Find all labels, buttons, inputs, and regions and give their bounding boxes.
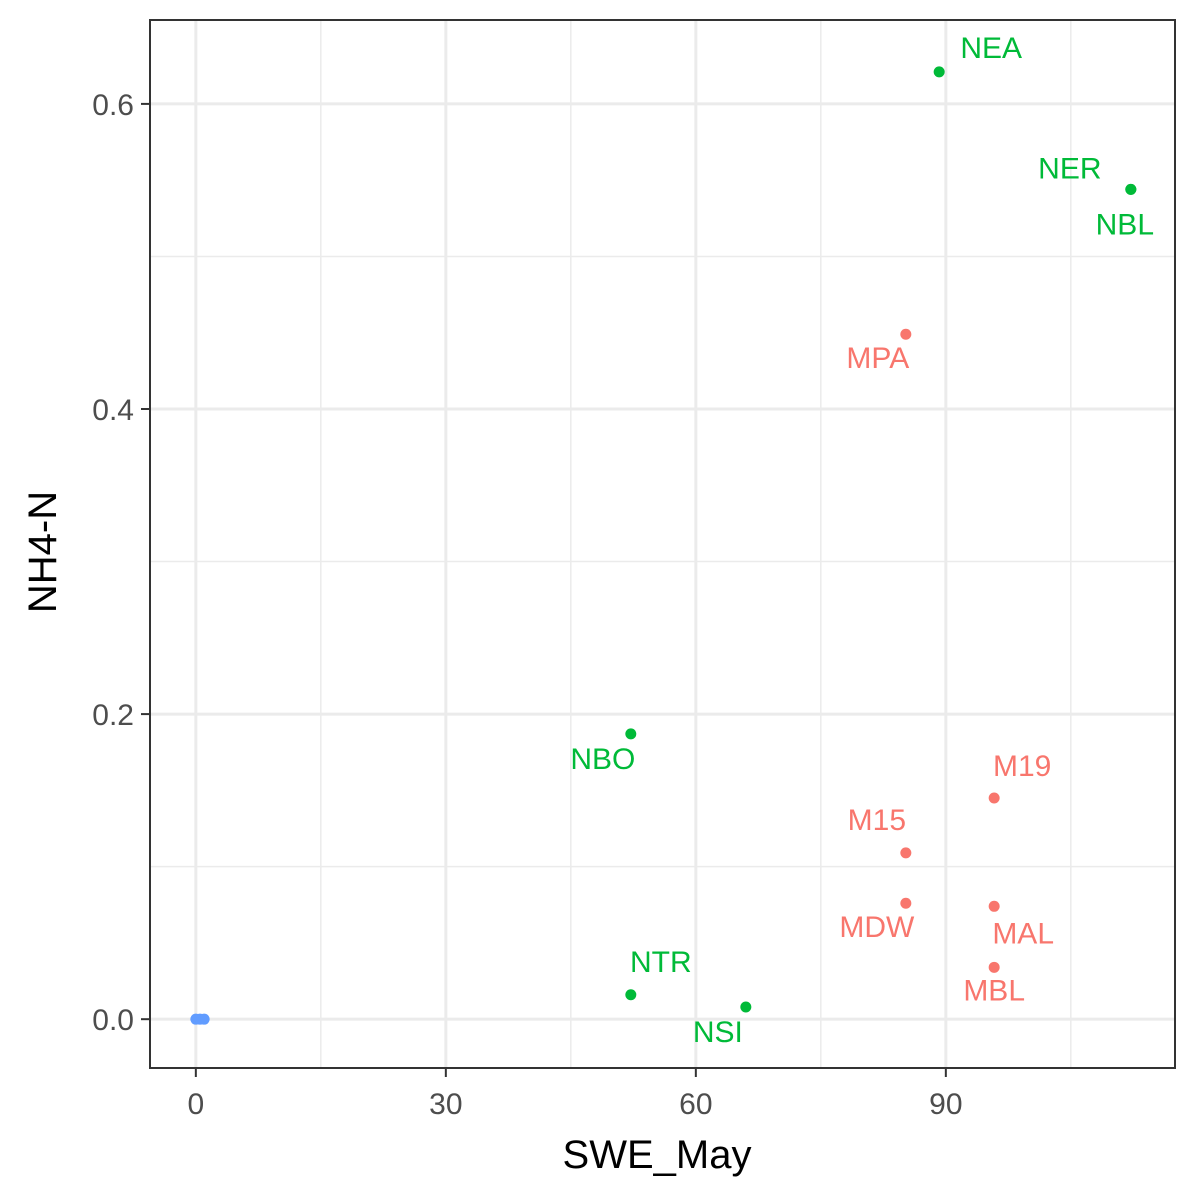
point-label-nea: NEA <box>960 32 1022 65</box>
scatter-point <box>625 989 637 1001</box>
scatter-point <box>900 328 912 340</box>
point-label-nbo: NBO <box>570 743 635 776</box>
y-tick-label: 0.2 <box>92 699 134 732</box>
point-label-m15: M15 <box>848 804 906 837</box>
y-tick-label: 0.6 <box>92 89 134 122</box>
point-label-m19: M19 <box>993 750 1051 783</box>
major-grid <box>150 20 1175 1068</box>
scatter-point <box>900 847 912 859</box>
point-label-nsi: NSI <box>693 1016 743 1049</box>
scatter-point <box>900 897 912 909</box>
point-labels: MPA M19 M15 MDW MAL MBL NEA NER NBL NBO NTR NSI <box>570 32 1154 1049</box>
minor-grid <box>150 20 1175 1068</box>
x-tick-label: 90 <box>929 1088 962 1121</box>
y-axis: 0.0 0.2 0.4 0.6 <box>92 89 150 1037</box>
scatter-points <box>190 66 1137 1025</box>
point-label-mal: MAL <box>992 917 1054 950</box>
scatter-point <box>1125 183 1137 195</box>
scatter-point <box>740 1001 752 1013</box>
point-label-mdw: MDW <box>839 911 915 944</box>
point-label-mbl: MBL <box>963 974 1025 1007</box>
x-axis: 0 30 60 90 <box>187 1068 963 1121</box>
plot-panel-border <box>149 19 1176 1069</box>
point-label-mpa: MPA <box>846 342 909 375</box>
scatter-point <box>988 961 1000 973</box>
point-label-ntr: NTR <box>630 946 692 979</box>
x-axis-title: SWE_May <box>563 1133 752 1177</box>
y-tick-label: 0.4 <box>92 394 134 427</box>
x-tick-label: 0 <box>187 1088 204 1121</box>
scatter-point <box>198 1013 210 1025</box>
x-tick-label: 30 <box>429 1088 462 1121</box>
scatter-point <box>933 66 945 78</box>
point-label-nbl: NBL <box>1096 208 1154 241</box>
scatter-point <box>988 900 1000 912</box>
scatter-point <box>988 792 1000 804</box>
scatter-point <box>625 728 637 740</box>
y-axis-title: NH4-N <box>21 491 65 613</box>
x-tick-label: 60 <box>679 1088 712 1121</box>
y-tick-label: 0.0 <box>92 1004 134 1037</box>
point-label-ner: NER <box>1038 152 1101 185</box>
